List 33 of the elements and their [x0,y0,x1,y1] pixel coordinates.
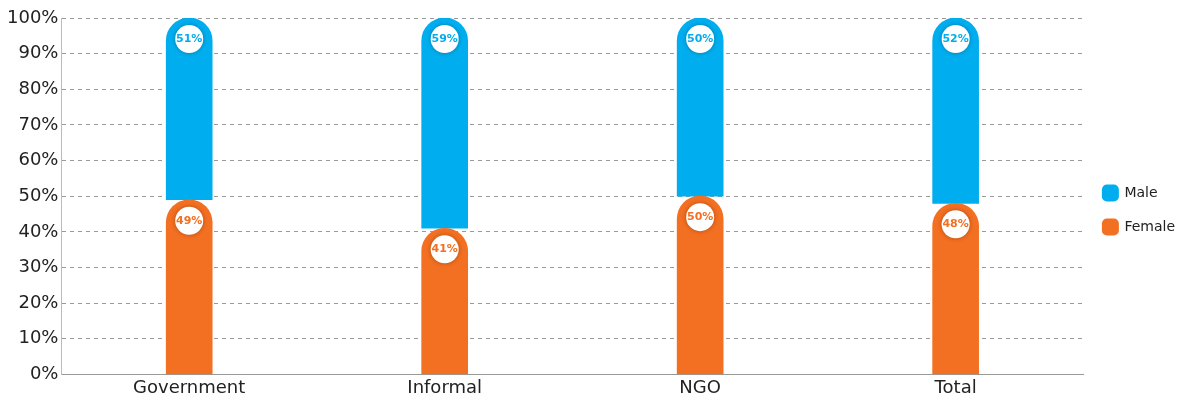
y-tick-label: 100% [6,5,59,27]
x-tick-label: Informal [407,375,483,397]
y-tick-label: 20% [18,290,59,312]
bar [676,18,724,197]
bar [165,18,213,201]
bar [932,203,979,375]
y-tick-label: 70% [18,112,59,134]
x-tick-label: Total [933,375,977,397]
y-tick-label: 50% [18,183,59,205]
y-tick-label: 60% [18,148,59,170]
data-label: 50% [686,31,714,45]
data-label: 50% [686,210,714,224]
y-tick-label: 40% [18,219,59,241]
bar [676,195,724,375]
y-tick-label: 30% [18,255,59,277]
data-label: 41% [431,242,458,256]
y-tick-label: 0% [29,362,59,384]
x-tick-label: Government [133,375,246,397]
y-tick-label: 90% [18,41,59,63]
x-tick-label: NGO [679,375,721,397]
y-tick-label: 10% [18,326,59,348]
y-tick-label: 80% [18,76,59,98]
legend-label: Female [1124,217,1175,234]
bar [932,18,979,204]
bar [421,18,469,229]
bar [165,199,213,375]
data-label: 51% [176,31,203,45]
legend-label: Male [1124,183,1158,200]
data-label: 48% [942,217,969,231]
data-label: 59% [431,31,458,45]
data-label: 49% [176,213,203,227]
data-label: 52% [942,31,969,45]
bar [421,227,469,375]
